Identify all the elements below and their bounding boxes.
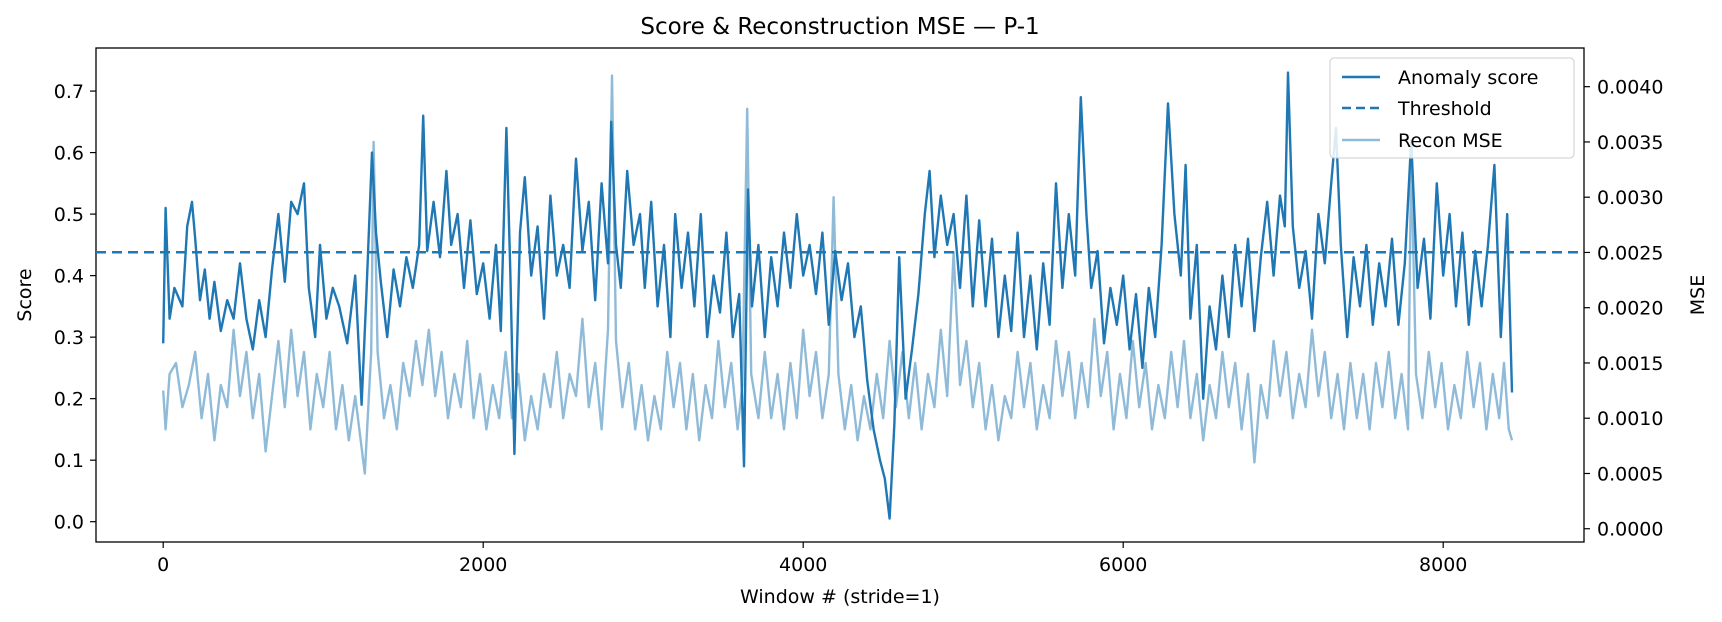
y2-tick-label: 0.0010 — [1597, 408, 1663, 430]
y2-tick-label: 0.0000 — [1597, 519, 1663, 541]
y-axis-label: Score — [14, 268, 36, 321]
y-tick-label: 0.3 — [54, 327, 84, 349]
y-tick-label: 0.6 — [54, 143, 84, 165]
y-tick-label: 0.2 — [54, 389, 84, 411]
x-tick-label: 6000 — [1099, 554, 1147, 576]
y2-tick-label: 0.0015 — [1597, 353, 1663, 375]
y2-axis-label: MSE — [1687, 275, 1709, 315]
y-tick-label: 0.4 — [54, 266, 84, 288]
x-tick-label: 4000 — [779, 554, 827, 576]
x-axis-label: Window # (stride=1) — [740, 586, 940, 608]
y2-tick-label: 0.0040 — [1597, 77, 1663, 99]
y2-tick-label: 0.0030 — [1597, 187, 1663, 209]
y-tick-label: 0.0 — [54, 512, 84, 534]
y-tick-label: 0.1 — [54, 450, 84, 472]
y2-tick-label: 0.0025 — [1597, 242, 1663, 264]
y-tick-label: 0.5 — [54, 204, 84, 226]
chart-title: Score & Reconstruction MSE — P-1 — [640, 14, 1039, 40]
plot-area — [95, 47, 1585, 543]
x-tick-label: 2000 — [459, 554, 507, 576]
x-tick-label: 8000 — [1419, 554, 1467, 576]
series-line-anomaly-score — [162, 71, 1514, 520]
y2-tick-label: 0.0035 — [1597, 132, 1663, 154]
x-tick-label: 0 — [157, 554, 169, 576]
y2-tick-label: 0.0020 — [1597, 298, 1663, 320]
legend-label-anomaly-score: Anomaly score — [1398, 67, 1538, 89]
legend: Anomaly score Threshold Recon MSE — [1329, 57, 1575, 159]
legend-label-threshold: Threshold — [1397, 98, 1492, 120]
legend-label-recon-mse: Recon MSE — [1398, 130, 1503, 152]
series-line-recon-mse — [162, 74, 1514, 475]
y-tick-label: 0.7 — [54, 81, 84, 103]
y2-tick-label: 0.0005 — [1597, 463, 1663, 485]
